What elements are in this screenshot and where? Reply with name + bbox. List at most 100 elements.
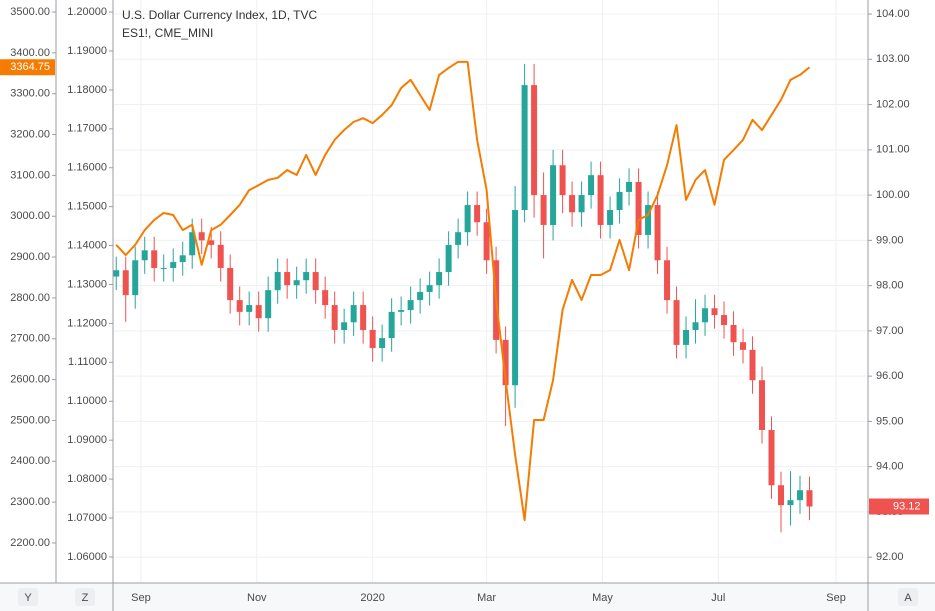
candle-body bbox=[341, 322, 348, 330]
candle-body bbox=[550, 165, 557, 225]
candle-body bbox=[730, 324, 737, 343]
candle-body bbox=[778, 485, 785, 506]
y-tick-label: 95.00 bbox=[876, 415, 904, 427]
button-label[interactable]: Y bbox=[24, 592, 32, 604]
candle-body bbox=[569, 195, 576, 213]
y-tick-label: 94.00 bbox=[876, 461, 904, 473]
candle-body bbox=[711, 308, 718, 316]
candle-body bbox=[160, 267, 167, 269]
candle-body bbox=[198, 232, 205, 241]
candle-body bbox=[664, 260, 671, 301]
candle-body bbox=[759, 380, 766, 431]
candle-body bbox=[692, 322, 699, 330]
y3-tick-label: 1.19000 bbox=[67, 45, 107, 57]
candle-body bbox=[635, 181, 642, 235]
candle-body bbox=[597, 175, 604, 225]
candle-body bbox=[407, 300, 414, 311]
candle-body bbox=[768, 430, 775, 486]
candle-body bbox=[521, 85, 528, 211]
y-tick-label: 100.00 bbox=[876, 189, 910, 201]
y-tick-label: 92.00 bbox=[876, 551, 904, 563]
candle-body bbox=[626, 181, 633, 192]
line-series bbox=[115, 60, 811, 522]
y2-tick-label: 3500.00 bbox=[10, 6, 50, 18]
candle-body bbox=[531, 85, 538, 196]
candle-body bbox=[208, 240, 215, 245]
y-tick-label: 103.00 bbox=[876, 53, 910, 65]
y-tick-label: 104.00 bbox=[876, 8, 910, 20]
y2-tick-label: 2500.00 bbox=[10, 414, 50, 426]
y3-tick-label: 1.13000 bbox=[67, 278, 107, 290]
axis-button[interactable]: Y bbox=[18, 588, 38, 606]
candle-body bbox=[246, 305, 253, 312]
y3-tick-label: 1.06000 bbox=[67, 551, 107, 563]
candle-body bbox=[436, 272, 443, 286]
candle-body bbox=[464, 205, 471, 233]
candle-body bbox=[445, 244, 452, 273]
candle-body bbox=[265, 290, 272, 319]
candle-body bbox=[236, 300, 243, 312]
y-tick-label: 97.00 bbox=[876, 325, 904, 337]
legend-entry: ES1!, CME_MINI bbox=[122, 26, 213, 40]
y-tick-label: 101.00 bbox=[876, 144, 910, 156]
candle-body bbox=[132, 260, 139, 296]
x-tick-label: Nov bbox=[247, 592, 267, 604]
candle-body bbox=[417, 291, 424, 301]
candle-body bbox=[455, 232, 462, 245]
y2-tick-label: 2900.00 bbox=[10, 251, 50, 263]
candle-body bbox=[388, 311, 395, 339]
candle-body bbox=[227, 267, 234, 301]
candle-body bbox=[141, 250, 148, 261]
last-value-badge bbox=[0, 59, 55, 76]
candle-body bbox=[179, 255, 186, 263]
candle-body bbox=[113, 270, 120, 277]
y2-tick-label: 2300.00 bbox=[10, 496, 50, 508]
candle-body bbox=[284, 272, 291, 286]
candle-body bbox=[645, 205, 652, 235]
candle-body bbox=[797, 490, 804, 501]
button-label[interactable]: Z bbox=[82, 592, 89, 604]
candle-body bbox=[350, 305, 357, 323]
y2-tick-label: 3100.00 bbox=[10, 169, 50, 181]
candle-body bbox=[217, 244, 224, 268]
x-tick-label: Sep bbox=[131, 592, 151, 604]
y2-tick-label: 2400.00 bbox=[10, 455, 50, 467]
candle-body bbox=[654, 205, 661, 261]
candle-body bbox=[379, 338, 386, 349]
y3-tick-label: 1.12000 bbox=[67, 317, 107, 329]
axis-button[interactable]: A bbox=[898, 588, 918, 606]
last-value-label: 3364.75 bbox=[10, 61, 50, 73]
candle-body bbox=[322, 290, 329, 306]
candle-body bbox=[749, 349, 756, 381]
y2-tick-label: 2600.00 bbox=[10, 374, 50, 386]
candle-body bbox=[398, 310, 405, 312]
candle-body bbox=[673, 300, 680, 345]
x-tick-label: May bbox=[592, 592, 613, 604]
y-tick-label: 98.00 bbox=[876, 280, 904, 292]
y3-tick-label: 1.16000 bbox=[67, 162, 107, 174]
y-tick-label: 96.00 bbox=[876, 370, 904, 382]
axis-button[interactable]: Z bbox=[75, 588, 95, 606]
candle-body bbox=[502, 339, 509, 386]
y2-tick-label: 3000.00 bbox=[10, 210, 50, 222]
candle-body bbox=[578, 195, 585, 213]
button-label[interactable]: A bbox=[904, 592, 912, 604]
y3-tick-label: 1.14000 bbox=[67, 239, 107, 251]
y2-tick-label: 3200.00 bbox=[10, 128, 50, 140]
x-tick-label: Jul bbox=[711, 592, 725, 604]
candle-body bbox=[293, 280, 300, 286]
last-value-label: 93.12 bbox=[893, 500, 921, 512]
y2-tick-label: 2800.00 bbox=[10, 292, 50, 304]
candle-body bbox=[122, 270, 129, 296]
candle-body bbox=[683, 329, 690, 345]
y-tick-label: 102.00 bbox=[876, 98, 910, 110]
chart-title: U.S. Dollar Currency Index, 1D, TVC bbox=[122, 8, 318, 22]
candle-body bbox=[512, 210, 519, 386]
y3-tick-label: 1.08000 bbox=[67, 473, 107, 485]
candle-body bbox=[426, 285, 433, 292]
y2-tick-label: 2700.00 bbox=[10, 333, 50, 345]
candle-body bbox=[360, 305, 367, 330]
candle-body bbox=[559, 165, 566, 196]
